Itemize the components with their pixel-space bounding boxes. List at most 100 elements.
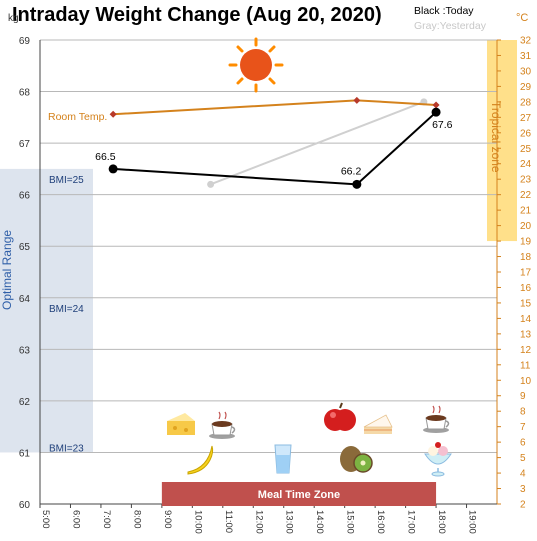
y2-tick-label: 5 <box>520 453 526 464</box>
cake-slice-icon <box>363 414 393 434</box>
bmi-label: BMI=23 <box>49 443 84 454</box>
optimal-range-band <box>0 168 93 453</box>
water-glass-icon <box>274 444 292 474</box>
y2-tick-label: 28 <box>520 97 532 108</box>
series-layer: 66.5 66.2 67.6 <box>95 96 453 189</box>
y2-tick-label: 2 <box>520 500 526 511</box>
x-tick-label: 5:00 <box>40 510 51 529</box>
x-tick-label: 18:00 <box>436 510 447 534</box>
y2-tick-label: 18 <box>520 252 532 263</box>
meal-time-zone-bar <box>161 482 437 506</box>
y2-tick-label: 31 <box>520 51 532 62</box>
y-tick-label: 63 <box>19 345 31 356</box>
y2-tick-label: 25 <box>520 144 532 155</box>
coffee-icon <box>423 405 450 433</box>
x-tick-label: 8:00 <box>131 510 142 529</box>
bmi-label: BMI=24 <box>49 304 84 315</box>
right-axis-ticks: 2345678910111213141516171819202122232425… <box>497 36 532 511</box>
optimal-range-label: Optimal Range <box>0 230 14 310</box>
today-data-label: 67.6 <box>432 119 453 131</box>
yesterday-point <box>207 180 215 188</box>
room-temp-label: Room Temp. <box>48 111 107 123</box>
tropical-zone-label: Tropical zone <box>489 101 503 173</box>
y2-tick-label: 21 <box>520 206 532 217</box>
apple-icon <box>324 402 356 431</box>
y2-tick-label: 11 <box>520 360 531 371</box>
meal-time-zone-label: Meal Time Zone <box>258 489 340 501</box>
y2-axis-unit: °C <box>516 12 528 24</box>
y2-tick-label: 27 <box>520 113 532 124</box>
y-tick-label: 69 <box>19 36 31 47</box>
y2-tick-label: 4 <box>520 469 526 480</box>
legend-yesterday: Gray:Yesterday <box>414 20 487 32</box>
y2-tick-label: 17 <box>520 268 532 279</box>
today-line <box>113 111 437 186</box>
x-tick-label: 14:00 <box>314 510 325 534</box>
x-tick-label: 7:00 <box>101 510 112 529</box>
y2-tick-label: 20 <box>520 221 532 232</box>
today-data-label: 66.2 <box>341 165 362 177</box>
today-point <box>108 164 118 174</box>
room-temp-line <box>113 99 437 116</box>
y-tick-label: 64 <box>19 294 31 305</box>
x-tick-label: 11:00 <box>223 510 234 533</box>
y-tick-label: 61 <box>19 448 31 459</box>
ice-cream-icon <box>424 442 452 477</box>
axes <box>39 40 498 505</box>
coffee-icon <box>209 411 236 439</box>
kiwi-icon <box>340 446 373 473</box>
today-point <box>431 107 441 117</box>
room-temp-point <box>109 110 117 118</box>
y-tick-label: 67 <box>19 139 31 150</box>
chart-title: Intraday Weight Change (Aug 20, 2020) <box>12 4 382 26</box>
y2-tick-label: 19 <box>520 237 532 248</box>
today-point <box>352 179 362 189</box>
y2-tick-label: 9 <box>520 391 526 402</box>
x-tick-label: 9:00 <box>162 510 173 529</box>
y2-tick-label: 10 <box>520 376 532 387</box>
yesterday-line <box>210 100 425 186</box>
y2-tick-label: 13 <box>520 329 532 340</box>
y2-tick-label: 29 <box>520 82 532 93</box>
y2-tick-label: 26 <box>520 128 532 139</box>
y2-tick-label: 22 <box>520 190 532 201</box>
y-tick-label: 62 <box>19 397 31 408</box>
left-axis-ticks: 60 61 62 63 64 65 66 67 68 69 <box>19 36 31 511</box>
y-axis-unit: kg <box>8 13 19 24</box>
x-tick-label: 16:00 <box>375 510 386 534</box>
bmi-label: BMI=25 <box>49 175 84 186</box>
x-axis-ticks: 5:00 6:00 7:00 8:00 9:00 10:00 11:00 12:00 13:00… <box>39 504 478 534</box>
x-tick-label: 10:00 <box>192 510 203 534</box>
y2-tick-label: 30 <box>520 66 532 77</box>
x-tick-label: 13:00 <box>284 510 295 534</box>
y-tick-label: 66 <box>19 191 31 202</box>
x-tick-label: 17:00 <box>406 510 417 534</box>
y2-tick-label: 8 <box>520 407 526 418</box>
y2-tick-label: 7 <box>520 422 526 433</box>
banana-icon <box>187 445 214 475</box>
gridlines <box>40 39 497 505</box>
x-tick-label: 19:00 <box>467 510 478 534</box>
x-tick-label: 12:00 <box>253 510 264 534</box>
legend-today: Black :Today <box>414 5 474 17</box>
y2-tick-label: 15 <box>520 298 532 309</box>
y2-tick-label: 23 <box>520 175 532 186</box>
y-tick-label: 60 <box>19 500 31 511</box>
room-temp-point <box>353 96 361 104</box>
bmi-labels: BMI=25 BMI=24 BMI=23 <box>49 175 84 454</box>
cheesecake-icon <box>167 413 195 435</box>
x-tick-label: 6:00 <box>70 510 81 529</box>
y2-tick-label: 24 <box>520 159 532 170</box>
y2-tick-label: 16 <box>520 283 532 294</box>
tropical-zone-band <box>487 40 517 242</box>
y2-tick-label: 14 <box>520 314 532 325</box>
room-temp-point <box>432 101 440 109</box>
y-tick-label: 65 <box>19 242 31 253</box>
sun-icon <box>228 37 284 93</box>
y2-tick-label: 6 <box>520 438 526 449</box>
today-data-label: 66.5 <box>95 151 116 163</box>
y2-tick-label: 3 <box>520 484 526 495</box>
y2-tick-label: 12 <box>520 345 532 356</box>
y-tick-label: 68 <box>19 88 31 99</box>
